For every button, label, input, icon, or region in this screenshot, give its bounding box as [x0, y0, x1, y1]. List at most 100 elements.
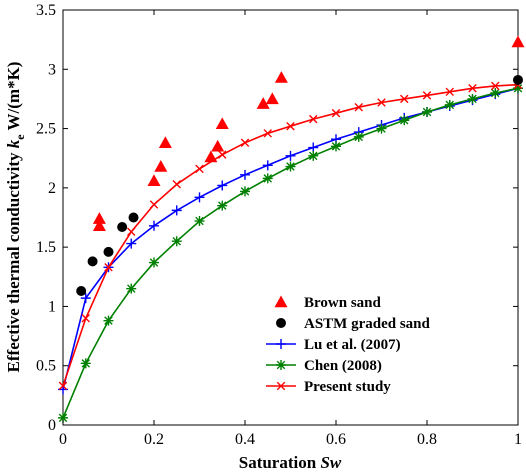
legend-item: Chen (2008)	[266, 358, 382, 374]
data-point	[240, 186, 250, 197]
y-axis-label-unit: W/(m*K)	[4, 62, 23, 135]
data-point	[76, 286, 87, 297]
legend-item: Brown sand	[274, 295, 381, 311]
data-point	[285, 161, 296, 172]
legend-label: Present study	[304, 379, 391, 395]
data-point	[262, 160, 273, 171]
data-point	[331, 141, 341, 152]
data-point	[172, 180, 181, 189]
data-point	[195, 164, 204, 174]
data-point	[467, 93, 478, 104]
data-point	[377, 98, 386, 107]
data-point	[513, 74, 523, 85]
data-point	[285, 150, 296, 161]
plot-area	[62, 9, 519, 426]
data-point	[309, 114, 318, 124]
legend-label: Chen (2008)	[304, 358, 382, 374]
data-point	[149, 257, 159, 268]
data-point	[308, 150, 319, 161]
legend-label: Lu et al. (2007)	[304, 337, 401, 353]
data-point	[103, 246, 114, 257]
legend: Brown sand ASTM graded sand Lu et al. (200…	[266, 295, 431, 395]
y-axis-label-text: Effective thermal conductivity	[4, 148, 23, 372]
data-point	[128, 212, 139, 223]
legend-item: Lu et al. (2007)	[266, 337, 401, 353]
data-point	[80, 293, 91, 304]
x-axis-label: Saturation Sw	[239, 453, 342, 472]
series-astm-graded-sand	[76, 74, 523, 297]
legend-label: Brown sand	[304, 295, 381, 311]
data-point	[127, 227, 136, 236]
data-point	[400, 94, 409, 104]
data-point	[92, 212, 106, 224]
data-point	[149, 200, 159, 209]
data-point	[117, 221, 128, 232]
data-point	[58, 412, 68, 423]
x-tick-label: 0.6	[326, 431, 346, 448]
data-point	[158, 136, 172, 148]
y-axis-label-symbol: k	[4, 139, 23, 148]
axis-ticks: 0 0.2 0.4 0.6 0.8 1 0 0.5 1 1.5 2 2.5 3 3.5	[36, 2, 522, 448]
series-brown-sand	[92, 35, 525, 231]
legend-marker	[274, 295, 288, 308]
data-point	[171, 236, 182, 247]
data-point	[490, 88, 501, 98]
data-point	[263, 129, 272, 138]
data-point	[262, 173, 273, 184]
data-point	[422, 106, 432, 117]
chart-marks	[58, 35, 525, 423]
data-point	[240, 169, 250, 180]
data-point	[126, 283, 137, 294]
x-tick-label: 0.2	[144, 431, 164, 448]
x-tick-label: 0	[59, 431, 67, 448]
data-point	[354, 102, 363, 112]
y-axis-label-subscript: e	[13, 134, 27, 140]
data-point	[218, 150, 227, 159]
y-tick-label: 1	[48, 298, 56, 315]
y-tick-label: 0.5	[36, 358, 56, 375]
data-point	[211, 139, 225, 152]
data-point	[154, 160, 168, 172]
data-point	[513, 83, 523, 94]
data-point	[92, 219, 106, 231]
data-point	[104, 263, 113, 272]
y-tick-label: 3.5	[36, 2, 56, 19]
data-point	[399, 115, 410, 126]
data-point	[444, 99, 455, 110]
data-point	[217, 180, 228, 191]
data-point	[256, 97, 270, 109]
legend-item: Present study	[266, 379, 391, 395]
series-chen-2008	[58, 83, 523, 423]
data-point	[87, 256, 98, 267]
data-point	[265, 92, 279, 105]
data-point	[511, 35, 525, 48]
data-point	[126, 238, 137, 249]
data-point	[58, 381, 68, 391]
data-point	[468, 84, 477, 93]
data-point	[215, 117, 229, 130]
y-tick-label: 2.5	[36, 121, 56, 138]
legend-marker	[276, 339, 286, 349]
data-point	[80, 358, 91, 369]
data-point	[147, 174, 161, 186]
data-point	[81, 314, 90, 323]
x-tick-label: 0.4	[235, 431, 255, 448]
y-tick-label: 3	[48, 61, 56, 78]
data-point	[217, 200, 228, 211]
data-point	[240, 138, 250, 148]
x-tick-label: 1	[514, 431, 522, 448]
legend-item: ASTM graded sand	[276, 316, 431, 332]
data-point	[353, 131, 364, 142]
data-point	[194, 216, 205, 227]
data-point	[286, 121, 295, 131]
data-point	[103, 315, 114, 326]
data-point	[171, 205, 182, 216]
data-point	[149, 220, 159, 231]
legend-marker	[276, 381, 286, 391]
y-tick-label: 1.5	[36, 239, 56, 256]
x-axis-label-variable: Sw	[320, 453, 341, 472]
legend-marker	[276, 360, 286, 370]
x-tick-label: 0.8	[417, 431, 437, 448]
data-point	[274, 71, 288, 83]
